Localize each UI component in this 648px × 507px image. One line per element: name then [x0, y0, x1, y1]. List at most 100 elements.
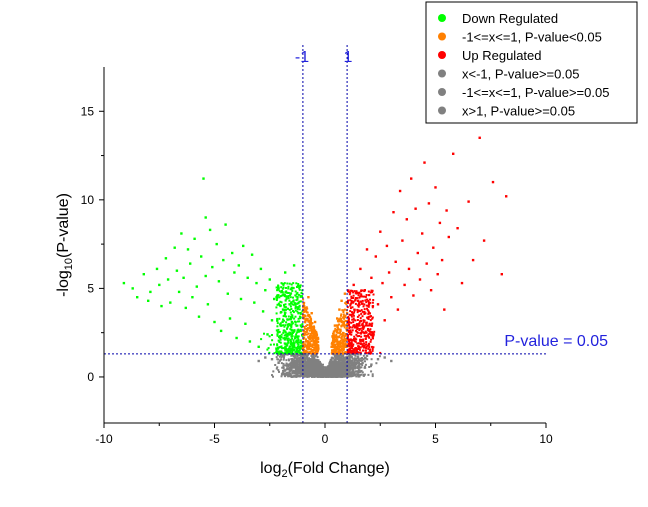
data-point	[288, 372, 291, 375]
data-point	[283, 311, 286, 314]
data-point	[308, 327, 310, 330]
data-point	[355, 370, 357, 373]
data-point	[339, 348, 342, 351]
data-point	[361, 343, 364, 346]
data-point	[288, 333, 291, 336]
data-point	[333, 338, 336, 341]
data-point	[317, 365, 320, 368]
data-point	[357, 366, 360, 369]
data-point	[279, 295, 282, 298]
data-point	[354, 367, 357, 370]
data-point	[286, 323, 289, 326]
data-point	[344, 324, 347, 327]
data-point	[296, 370, 299, 373]
data-point	[299, 294, 302, 297]
data-point	[425, 262, 428, 265]
data-point	[352, 294, 355, 297]
data-point	[283, 319, 285, 322]
data-point	[366, 309, 369, 312]
data-point	[276, 352, 279, 355]
data-point	[364, 312, 367, 315]
data-point	[281, 354, 285, 357]
data-point	[295, 366, 298, 369]
data-point	[365, 304, 368, 307]
data-point	[368, 324, 371, 327]
data-point	[298, 365, 301, 368]
data-point	[316, 356, 319, 358]
data-point	[276, 354, 279, 357]
data-point	[342, 368, 345, 371]
data-point	[340, 366, 343, 369]
data-point	[202, 177, 205, 180]
data-point	[353, 308, 356, 311]
data-point	[356, 328, 359, 330]
data-point	[316, 346, 318, 349]
data-point	[350, 300, 353, 302]
data-point	[358, 324, 361, 327]
data-point	[356, 362, 359, 365]
data-point	[371, 349, 374, 352]
data-point	[298, 320, 301, 323]
data-point	[347, 324, 350, 327]
data-point	[372, 299, 375, 301]
data-point	[264, 356, 267, 359]
data-point	[308, 334, 311, 337]
data-point	[334, 327, 337, 330]
data-point	[311, 349, 314, 352]
data-point	[361, 357, 363, 359]
data-point	[282, 286, 285, 289]
data-point	[333, 340, 336, 343]
data-point	[283, 315, 286, 318]
data-point	[286, 282, 289, 285]
data-point	[365, 346, 368, 349]
data-point	[359, 340, 362, 342]
data-point	[285, 368, 288, 371]
data-point	[285, 347, 288, 350]
data-point	[297, 372, 300, 375]
data-point	[313, 356, 316, 359]
data-point	[306, 324, 309, 326]
data-point	[292, 331, 294, 334]
data-point	[290, 364, 293, 367]
data-point	[363, 289, 366, 292]
data-point	[336, 342, 339, 344]
data-point	[286, 371, 289, 374]
data-point	[305, 328, 308, 330]
data-point	[364, 363, 367, 366]
data-point	[368, 336, 371, 339]
data-point	[334, 344, 336, 347]
data-point	[289, 338, 292, 341]
data-point	[336, 372, 339, 374]
point-cloud-layer	[260, 282, 382, 378]
data-point	[288, 370, 291, 373]
data-point	[369, 301, 372, 304]
data-point	[177, 290, 181, 294]
data-point	[345, 375, 348, 378]
data-point	[318, 360, 321, 363]
data-point	[315, 370, 318, 373]
data-point	[292, 339, 295, 342]
data-point	[341, 342, 344, 345]
data-point	[155, 267, 159, 271]
data-point	[270, 358, 274, 361]
data-point	[313, 367, 316, 370]
data-point	[305, 333, 307, 336]
data-point	[206, 303, 210, 306]
data-point	[366, 316, 369, 319]
data-point	[322, 374, 325, 377]
data-point	[346, 370, 349, 373]
data-point	[390, 359, 393, 363]
data-point	[372, 337, 374, 340]
data-point	[285, 334, 287, 336]
data-point	[303, 334, 306, 337]
data-point	[285, 290, 288, 293]
data-point	[353, 353, 356, 356]
data-point	[301, 310, 304, 313]
data-point	[383, 319, 386, 322]
data-point	[289, 349, 292, 352]
data-point	[331, 335, 334, 338]
data-point	[372, 346, 375, 349]
data-point	[291, 344, 294, 347]
data-point	[369, 352, 372, 355]
data-point	[357, 292, 359, 294]
